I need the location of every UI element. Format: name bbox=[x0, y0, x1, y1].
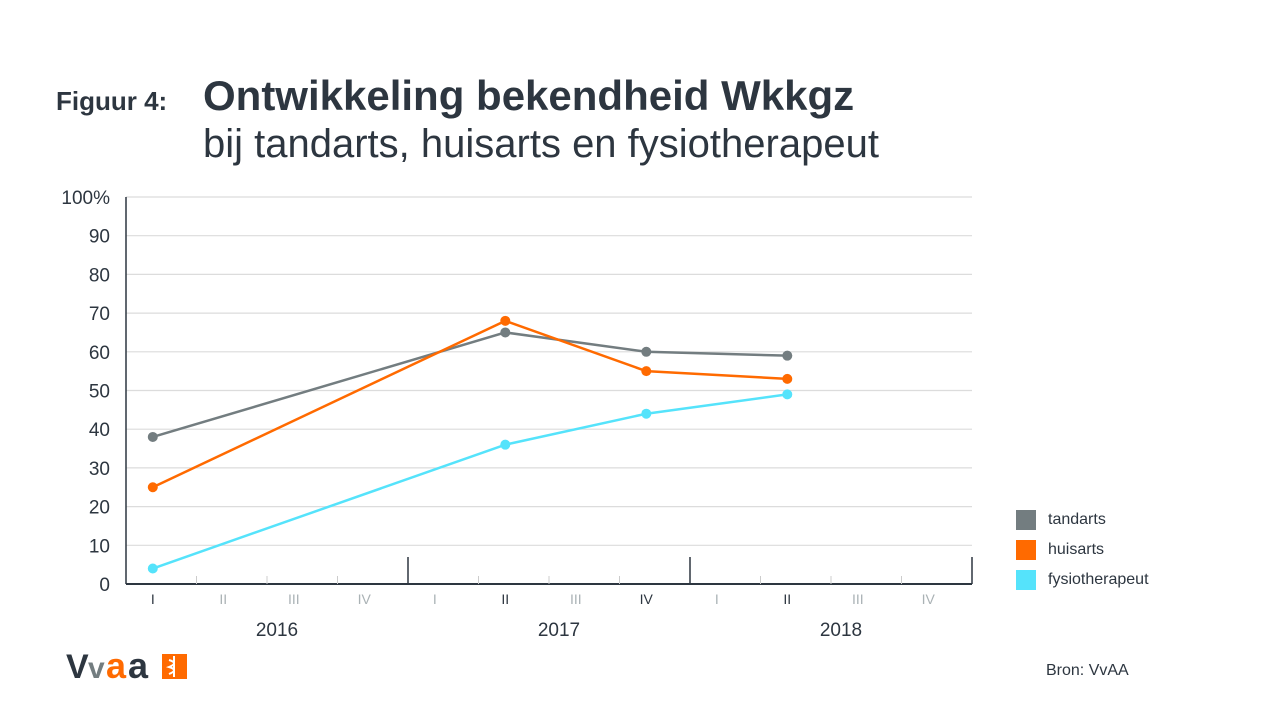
quarter-label: III bbox=[852, 591, 864, 607]
quarter-label: III bbox=[288, 591, 300, 607]
quarter-label: III bbox=[570, 591, 582, 607]
y-tick-label: 70 bbox=[89, 304, 110, 325]
y-tick-label: 80 bbox=[89, 265, 110, 286]
legend-item-huisarts: huisarts bbox=[1016, 535, 1149, 565]
svg-text:V: V bbox=[66, 650, 89, 682]
legend-item-fysiotherapeut: fysiotherapeut bbox=[1016, 565, 1149, 595]
y-tick-label: 50 bbox=[89, 382, 110, 403]
svg-text:a: a bbox=[128, 650, 149, 682]
chart-subtitle: bij tandarts, huisarts en fysiotherapeut bbox=[203, 122, 879, 166]
y-tick-label: 100% bbox=[61, 188, 110, 209]
data-point-tandarts bbox=[147, 431, 158, 442]
y-tick-label: 20 bbox=[89, 498, 110, 519]
source-note: Bron: VvAA bbox=[1046, 662, 1129, 679]
quarter-label: IV bbox=[358, 591, 372, 607]
figure-label: Figuur 4: bbox=[56, 86, 168, 116]
data-point-tandarts bbox=[641, 346, 652, 357]
legend-label: tandarts bbox=[1048, 511, 1106, 528]
quarter-label: I bbox=[151, 591, 155, 607]
y-tick-label: 10 bbox=[89, 536, 110, 557]
legend-swatch bbox=[1016, 570, 1036, 590]
data-point-fysiotherapeut bbox=[641, 408, 652, 419]
legend-item-tandarts: tandarts bbox=[1016, 505, 1149, 535]
data-point-fysiotherapeut bbox=[782, 389, 793, 400]
series-line-tandarts bbox=[152, 331, 788, 439]
data-point-huisarts bbox=[147, 482, 158, 493]
quarter-label: IV bbox=[922, 591, 936, 607]
data-point-fysiotherapeut bbox=[147, 563, 158, 574]
year-label: 2017 bbox=[538, 620, 580, 641]
data-point-tandarts bbox=[782, 350, 793, 361]
y-tick-label: 0 bbox=[99, 575, 110, 596]
legend-label: fysiotherapeut bbox=[1048, 571, 1149, 588]
series-line-huisarts bbox=[152, 319, 788, 489]
quarter-label: I bbox=[715, 591, 719, 607]
quarter-label: II bbox=[219, 591, 227, 607]
data-point-huisarts bbox=[500, 315, 511, 326]
chart-title: Ontwikkeling bekendheid Wkkgz bbox=[203, 72, 855, 119]
quarter-label: II bbox=[501, 591, 509, 607]
vvaa-logo: V v a a bbox=[66, 645, 191, 687]
y-tick-label: 40 bbox=[89, 420, 110, 441]
data-point-huisarts bbox=[782, 373, 793, 384]
year-label: 2018 bbox=[820, 620, 862, 641]
series-line-fysiotherapeut bbox=[152, 393, 788, 570]
quarter-label: II bbox=[783, 591, 791, 607]
y-tick-label: 90 bbox=[89, 227, 110, 248]
y-tick-label: 30 bbox=[89, 459, 110, 480]
legend-swatch bbox=[1016, 540, 1036, 560]
legend-swatch bbox=[1016, 510, 1036, 530]
quarter-label: I bbox=[433, 591, 437, 607]
year-label: 2016 bbox=[256, 620, 298, 641]
legend-label: huisarts bbox=[1048, 541, 1105, 558]
svg-text:v: v bbox=[88, 652, 105, 682]
legend: tandarts huisarts fysiotherapeut bbox=[1016, 505, 1149, 595]
svg-text:a: a bbox=[106, 650, 127, 682]
y-tick-label: 60 bbox=[89, 343, 110, 364]
data-point-tandarts bbox=[500, 327, 511, 338]
data-point-huisarts bbox=[641, 366, 652, 377]
data-point-fysiotherapeut bbox=[500, 439, 511, 450]
quarter-label: IV bbox=[640, 591, 654, 607]
